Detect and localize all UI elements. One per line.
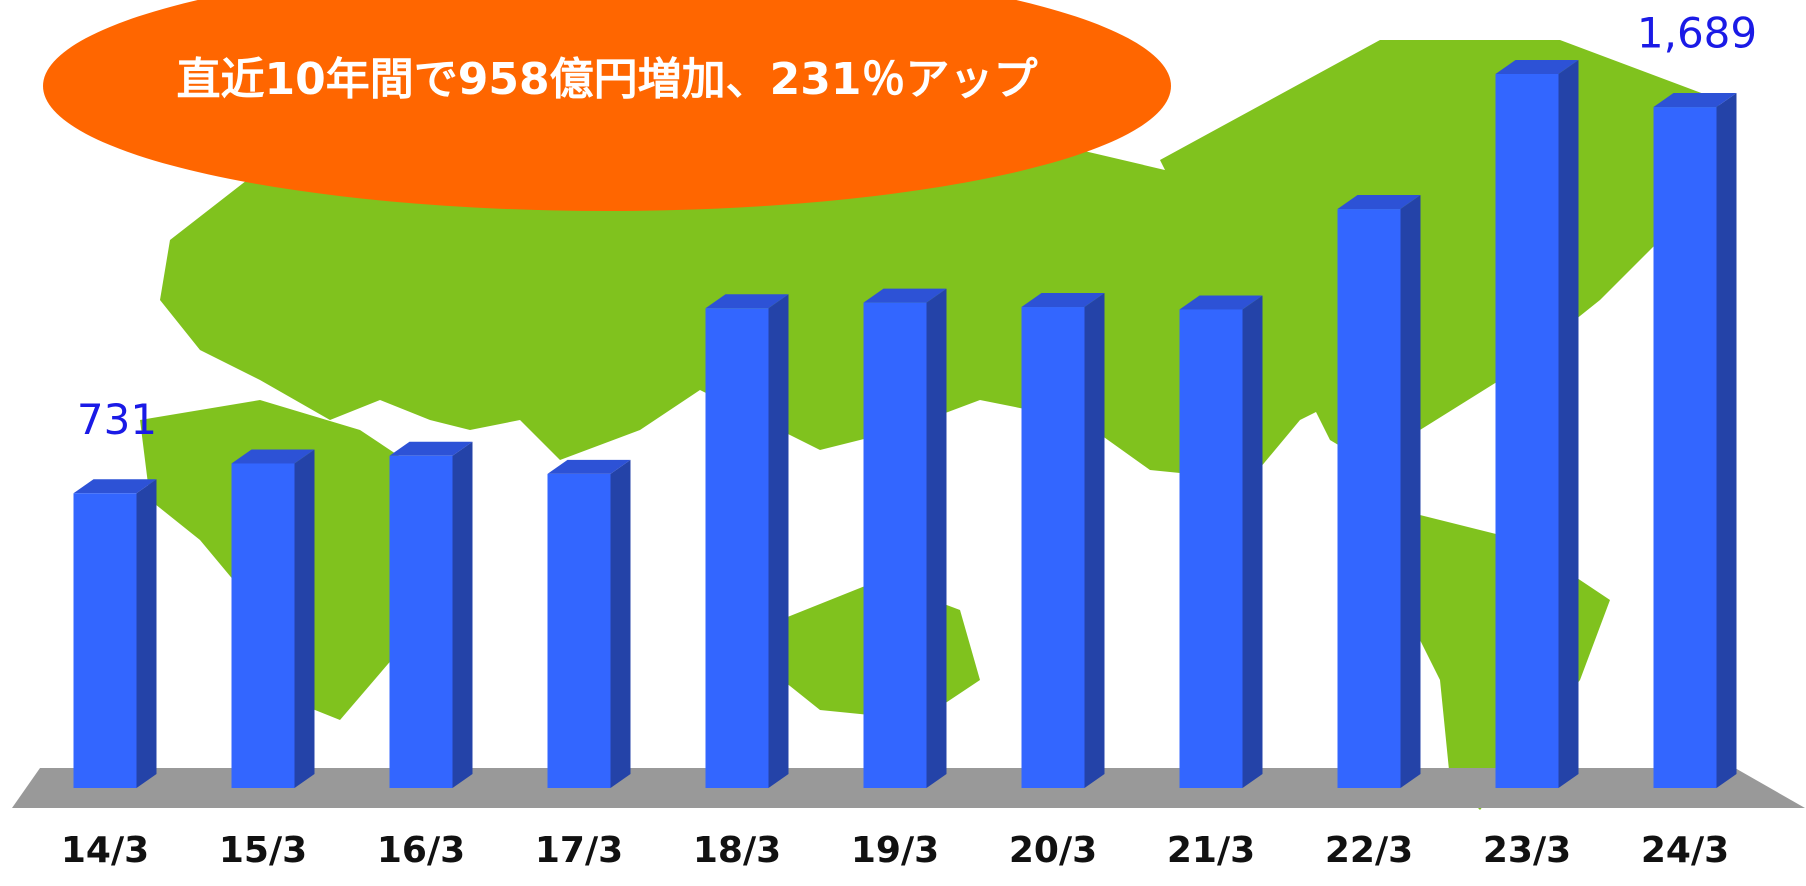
- bar: [547, 473, 611, 788]
- x-tick-label: 14/3: [61, 830, 149, 871]
- bar-side: [1558, 60, 1579, 788]
- bar: [1653, 107, 1717, 789]
- bar-side: [610, 459, 631, 788]
- title-ellipse: [43, 0, 1171, 211]
- bar: [1337, 209, 1401, 788]
- data-label: 731: [77, 395, 157, 444]
- bar-top: [1021, 293, 1105, 308]
- bar-side: [926, 288, 947, 788]
- bar-side: [1242, 295, 1263, 788]
- chart-title: 直近10年間で958億円増加、231％アップ: [177, 54, 1038, 105]
- bar-top: [547, 459, 631, 474]
- x-tick-label: 23/3: [1483, 830, 1571, 871]
- bar-top: [73, 479, 157, 494]
- bar-side: [452, 441, 473, 788]
- bar: [1021, 307, 1085, 788]
- bar-top: [1337, 195, 1421, 210]
- bar-side: [1084, 293, 1105, 788]
- bar: [1495, 74, 1559, 788]
- bar: [863, 302, 927, 788]
- bar-top: [1179, 295, 1263, 310]
- x-tick-label: 19/3: [851, 830, 939, 871]
- bar-side: [294, 449, 315, 788]
- x-tick-label: 15/3: [219, 830, 307, 871]
- x-tick-label: 24/3: [1641, 830, 1729, 871]
- bar-top: [705, 294, 789, 309]
- bar: [1179, 309, 1243, 788]
- bar-top: [1495, 60, 1579, 74]
- north-america: [1160, 40, 1720, 470]
- bar-side: [768, 294, 789, 788]
- x-tick-label: 17/3: [535, 830, 623, 871]
- data-label: 1,689: [1637, 9, 1757, 58]
- x-tick-label: 21/3: [1167, 830, 1255, 871]
- bar-side: [1400, 195, 1421, 788]
- x-tick-label: 22/3: [1325, 830, 1413, 871]
- bar-side: [1716, 93, 1737, 789]
- bar: [705, 308, 769, 788]
- x-tick-label: 18/3: [693, 830, 781, 871]
- bar-top: [1653, 93, 1737, 108]
- bar-top: [863, 288, 947, 303]
- bar: [73, 493, 137, 788]
- x-tick-label: 16/3: [377, 830, 465, 871]
- bar: [231, 463, 295, 788]
- bar-top: [389, 441, 473, 456]
- bar: [389, 455, 453, 788]
- bar-side: [136, 479, 157, 788]
- bar-top: [231, 449, 315, 464]
- x-tick-label: 20/3: [1009, 830, 1097, 871]
- eurasia: [160, 140, 1420, 480]
